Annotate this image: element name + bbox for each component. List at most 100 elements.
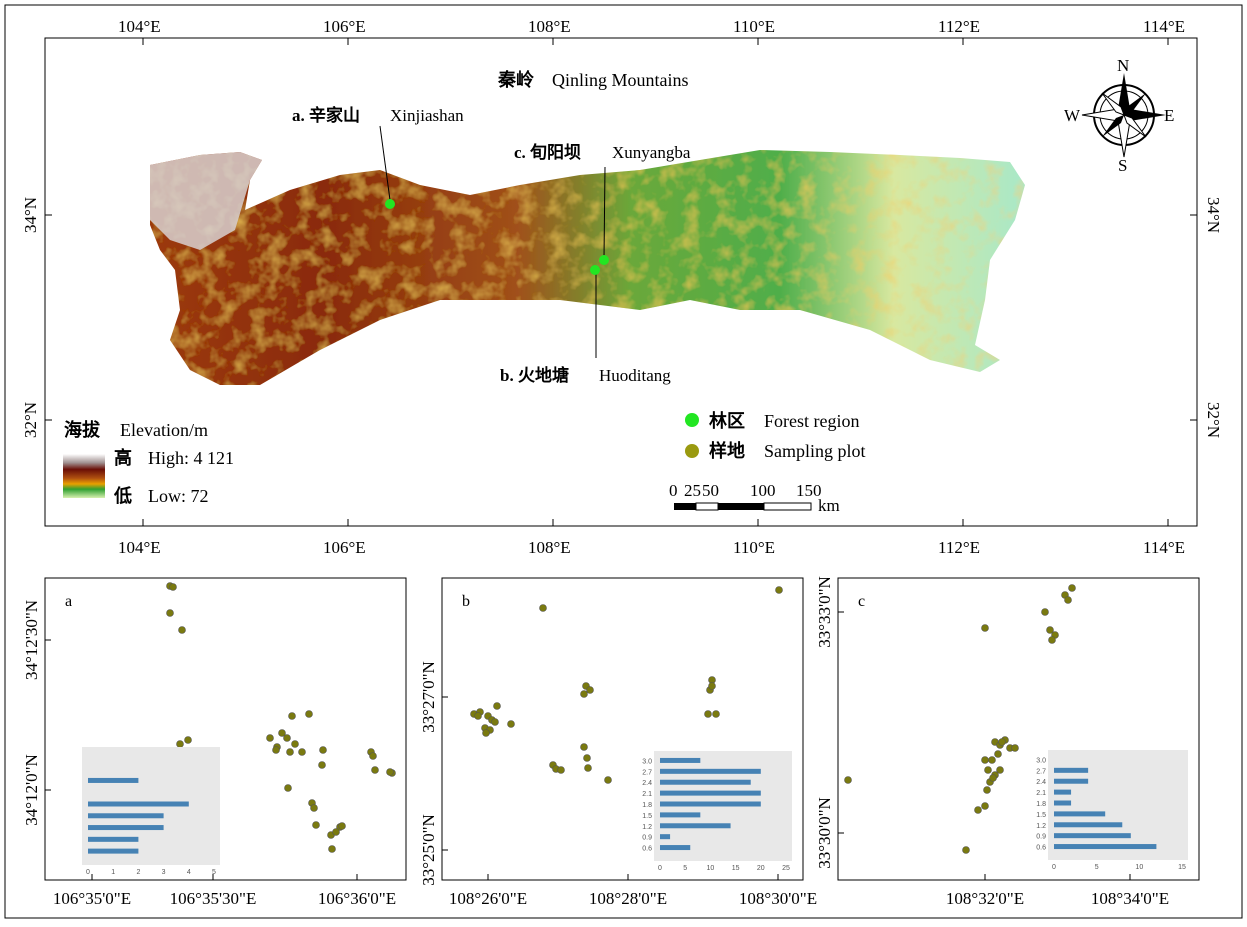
north-arrow-compass-icon: N S E W [1064,56,1174,175]
histogram-x-tick: 2 [136,869,140,876]
sampling-plot-point [712,710,720,718]
histogram-bar [88,813,164,819]
histogram-bar [1054,778,1089,784]
compass-e: E [1164,106,1174,125]
y-tick: 34°12'0"N [22,754,41,826]
point-legend: 林区 Forest region 样地 Sampling plot [685,410,866,461]
legend-forest-en: Forest region [764,411,859,431]
sampling-plot-point [283,734,291,742]
elev-low-cn: 低 [113,485,132,506]
x-tick: 106°36'0"E [318,889,396,908]
sampling-plot-point [998,738,1006,746]
sampling-plot-point [996,766,1004,774]
sampling-plot-point [580,690,588,698]
histogram-x-tick: 4 [187,869,191,876]
lat-tick-left: 32°N [21,402,40,438]
lat-ticks: 34°N 34°N 32°N 32°N [21,197,1223,438]
sampling-plot-point [272,746,280,754]
histogram-bar [88,825,164,831]
sampling-plot-point [583,754,591,762]
histogram-category-label: 0.6 [642,846,652,853]
histogram-x-tick: 25 [782,865,790,872]
site-c-label-en: Xunyangba [612,143,691,162]
histogram-bar [660,801,761,807]
inset-panel-c: c 108°32'0"E 108°34'0"E 33°33'0"N 33°30'0"N 0… [815,576,1200,908]
elev-title-en: Elevation/m [120,420,208,440]
sampling-plot-point [984,766,992,774]
sampling-plot-point [310,804,318,812]
lat-tick-right: 34°N [1204,197,1223,233]
scale-unit: km [818,496,840,515]
elevation-color-ramp [63,454,105,498]
sampling-plot-point [1068,584,1076,592]
histogram-category-label: 3.0 [1036,757,1046,764]
lon-tick-bottom: 114°E [1143,538,1185,557]
scale-label-50: 50 [702,481,719,500]
x-tick: 108°30'0"E [739,889,817,908]
histogram-bar [1054,844,1157,850]
histogram-category-label: 3.0 [642,758,652,765]
sampling-plot-point [298,748,306,756]
sampling-plot-point [338,822,346,830]
sampling-plot-point [371,766,379,774]
y-tick: 33°30'0"N [815,797,834,869]
histogram-a: 0 1 2 3 4 5 [82,747,220,876]
sampling-plot-point [1064,596,1072,604]
sampling-plot-point [708,682,716,690]
lon-tick-bottom: 104°E [118,538,161,557]
sampling-plot-point [539,604,547,612]
lon-tick-bottom: 106°E [323,538,366,557]
inset-panels: a 106°35'0"E 106°35'30"E 106°36'0"E 34°12'30… [22,576,1200,908]
sampling-plot-point [507,720,515,728]
outer-border [4,4,1243,919]
sampling-plot-point [332,828,340,836]
histogram-category-label: 1.5 [1036,812,1046,819]
histogram-category-label: 0.9 [642,835,652,842]
sampling-plot-point [704,710,712,718]
scale-label-25: 25 [684,481,701,500]
histogram-category-label: 0.9 [1036,834,1046,841]
elevation-legend: 海拔 Elevation/m 高 High: 4 121 低 Low: 72 [63,419,234,506]
sampling-plot-point [586,686,594,694]
x-tick: 108°28'0"E [589,889,667,908]
sampling-plot-point [493,702,501,710]
histogram-bar [88,801,189,807]
sampling-plot-point [844,776,852,784]
histogram-bar [1054,822,1123,828]
scale-label-100: 100 [750,481,776,500]
histogram-bar [1054,800,1072,806]
histogram-category-label: 1.8 [642,802,652,809]
histogram-category-label: 2.4 [1036,779,1046,786]
scale-label-150: 150 [796,481,822,500]
scale-bar: 0 25 50 100 150 km [669,481,840,515]
histogram-x-tick: 3 [162,869,166,876]
histogram-x-tick: 10 [1135,864,1143,871]
y-tick: 33°25'0"N [419,814,438,886]
y-tick: 34°12'30"N [22,600,41,680]
sampling-plot-point [169,583,177,591]
map-title-cn: 秦岭 [497,69,534,90]
histogram-x-tick: 15 [732,865,740,872]
elev-title-cn: 海拔 [64,419,101,440]
histogram-x-tick: 5 [1095,864,1099,871]
sampling-plot-point [369,752,377,760]
site-b-label-cn: b. 火地塘 [500,365,569,385]
y-tick: 33°27'0"N [419,661,438,733]
site-b-marker [590,265,600,275]
x-tick: 108°32'0"E [946,889,1024,908]
sampling-plot-point [981,756,989,764]
x-tick: 108°34'0"E [1091,889,1169,908]
histogram-category-label: 2.1 [1036,790,1046,797]
lon-tick-bottom: 110°E [733,538,775,557]
sampling-plot-point [482,729,490,737]
legend-plot-cn: 样地 [709,440,745,461]
scale-label-0: 0 [669,481,678,500]
histogram-category-label: 1.8 [1036,801,1046,808]
sampling-plot-point [178,626,186,634]
inset-panel-b: b 108°26'0"E 108°28'0"E 108°30'0"E 33°27'0"N… [419,577,817,908]
forest-region-symbol-icon [685,413,699,427]
sampling-plot-point [557,766,565,774]
site-c-marker [599,255,609,265]
histogram-bar [660,779,751,785]
site-c-label-cn: c. 旬阳坝 [514,142,581,162]
